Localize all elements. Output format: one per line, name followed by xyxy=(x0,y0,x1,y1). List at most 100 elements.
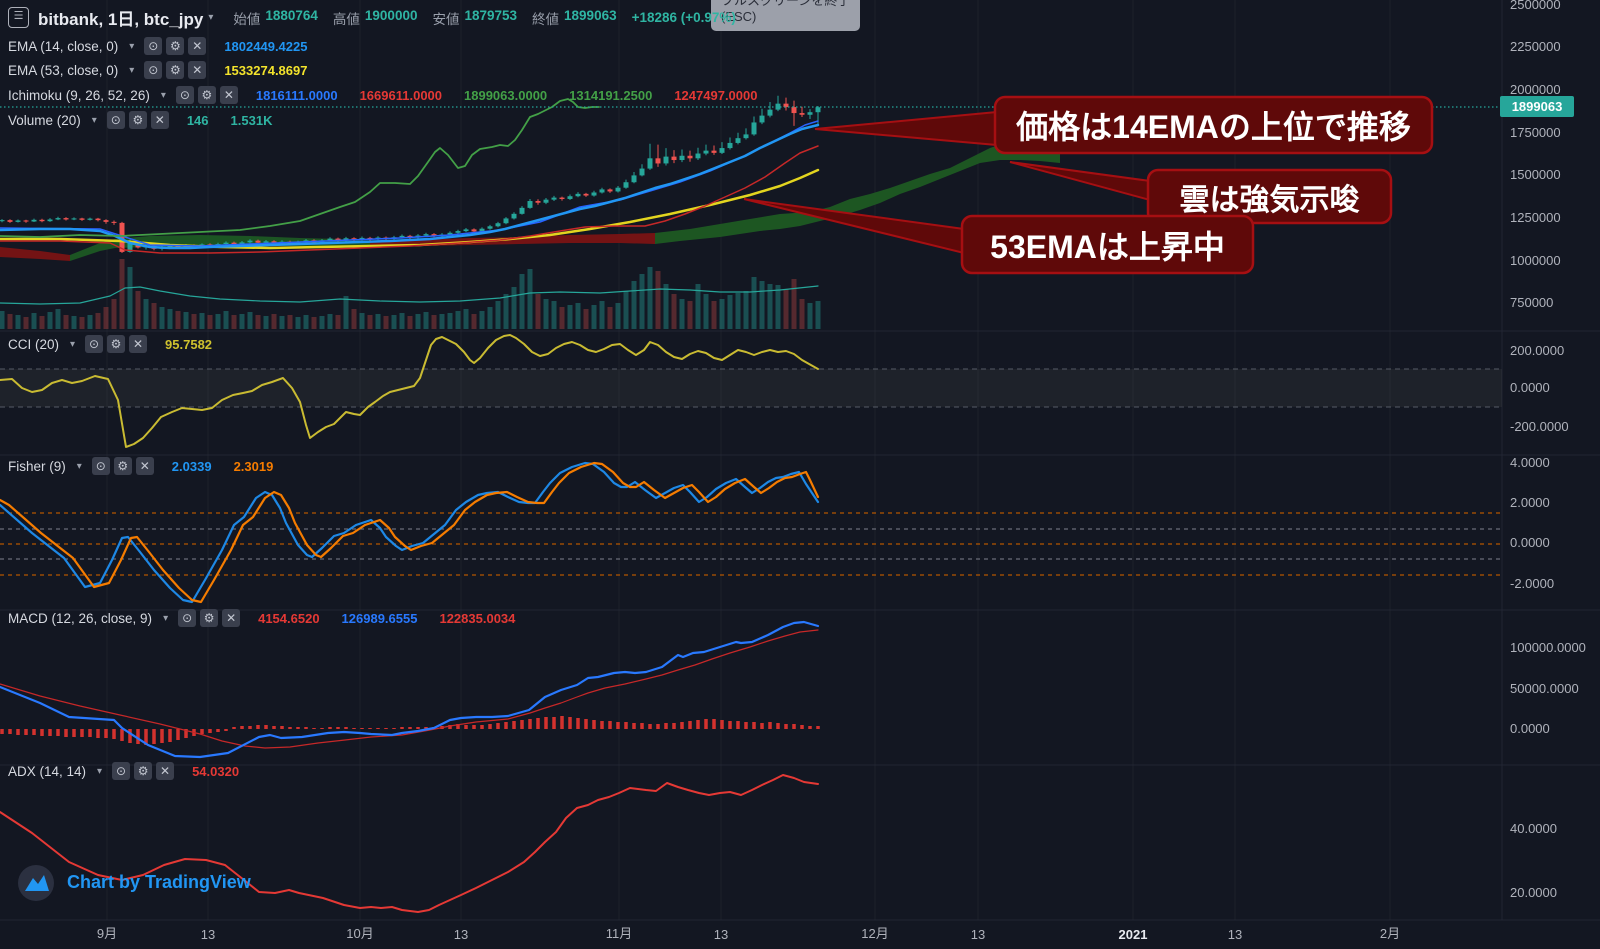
chevron-down-icon[interactable]: ▾ xyxy=(70,338,76,350)
close-icon[interactable]: ✕ xyxy=(156,762,175,780)
fisher-orange-line xyxy=(0,461,820,604)
chevron-down-icon[interactable]: ▾ xyxy=(160,89,166,101)
visibility-icon[interactable]: ⊙ xyxy=(85,335,104,353)
macd-histogram-bar xyxy=(88,729,92,737)
volume-bar xyxy=(807,303,813,329)
legend-adx-title[interactable]: ADX (14, 14) xyxy=(8,763,87,779)
fullscreen-exit-tooltip: フルスクリーンを終了 (ESC) xyxy=(711,0,861,31)
macd-histogram-bar xyxy=(48,729,52,736)
volume-bar xyxy=(423,312,429,329)
settings-icon[interactable]: ⚙ xyxy=(197,86,216,104)
visibility-icon[interactable]: ⊙ xyxy=(144,61,163,79)
volume-bar xyxy=(151,303,157,329)
volume-bar xyxy=(135,291,141,329)
volume-bar xyxy=(623,291,629,329)
price-axis-label: 750000 xyxy=(1510,295,1554,310)
legend-row-ema14: EMA (14, close, 0) ▾ ⊙ ⚙ ✕ 1802449.4225 xyxy=(8,36,307,56)
chevron-down-icon[interactable]: ▾ xyxy=(208,12,214,23)
close-icon[interactable]: ✕ xyxy=(150,111,169,129)
volume-bar xyxy=(39,316,45,329)
macd-histogram-bar xyxy=(64,729,68,737)
legend-fisher-values: 2.0339 2.3019 xyxy=(172,459,274,474)
close-icon[interactable]: ✕ xyxy=(135,457,154,475)
settings-icon[interactable]: ⚙ xyxy=(134,762,153,780)
volume-bar xyxy=(0,311,5,329)
cci-line xyxy=(0,334,819,448)
candle-body xyxy=(0,220,5,222)
legend-macd-title[interactable]: MACD (12, 26, close, 9) xyxy=(8,610,153,626)
volume-bar xyxy=(343,296,349,329)
volume-bar xyxy=(191,314,197,329)
volume-bar xyxy=(463,309,469,329)
legend-fisher-title[interactable]: Fisher (9) xyxy=(8,458,66,474)
settings-icon[interactable]: ⚙ xyxy=(200,609,219,627)
annotation-callout-price[interactable]: 価格は14EMAの上位で推移 xyxy=(1016,109,1411,145)
legend-ichimoku-title[interactable]: Ichimoku (9, 26, 52, 26) xyxy=(8,87,150,103)
visibility-icon[interactable]: ⊙ xyxy=(106,111,125,129)
visibility-icon[interactable]: ⊙ xyxy=(178,609,197,627)
legend-volume-value-1: 1.531K xyxy=(230,112,273,128)
visibility-icon[interactable]: ⊙ xyxy=(175,86,194,104)
volume-bar xyxy=(63,315,69,329)
chevron-down-icon[interactable]: ▾ xyxy=(76,460,82,472)
legend-volume-buttons: ⊙ ⚙ ✕ xyxy=(106,111,169,129)
annotation-callout-ema53[interactable]: 53EMAは上昇中 xyxy=(990,228,1225,265)
candle-body xyxy=(423,234,429,236)
close-icon[interactable]: ✕ xyxy=(222,609,241,627)
chevron-down-icon[interactable]: ▾ xyxy=(97,765,103,777)
settings-icon[interactable]: ⚙ xyxy=(166,61,185,79)
legend-ema14-title[interactable]: EMA (14, close, 0) xyxy=(8,38,119,54)
legend-cci-title[interactable]: CCI (20) xyxy=(8,336,60,352)
volume-bar xyxy=(359,313,365,329)
volume-bar xyxy=(591,305,597,329)
chevron-down-icon[interactable]: ▾ xyxy=(129,64,135,76)
cci-axis-label: 0.0000 xyxy=(1510,380,1550,395)
visibility-icon[interactable]: ⊙ xyxy=(91,457,110,475)
macd-histogram-bar xyxy=(200,729,204,734)
settings-icon[interactable]: ⚙ xyxy=(166,37,185,55)
candle-body xyxy=(751,122,757,135)
time-axis-label: 9月 xyxy=(96,926,118,941)
ohlc-readout: 始値 1880764 高値 1900000 安値 1879753 終値 1899063 … xyxy=(233,8,736,28)
volume-bar xyxy=(711,301,717,329)
settings-icon[interactable]: ⚙ xyxy=(128,111,147,129)
candle-body xyxy=(599,189,605,193)
time-axis-label: 11月 xyxy=(605,926,633,941)
legend-ema53-value-0: 1533274.8697 xyxy=(224,62,308,78)
symbol-title[interactable]: bitbank, 1日, btc_jpy xyxy=(38,10,204,29)
visibility-icon[interactable]: ⊙ xyxy=(144,37,163,55)
candle-body xyxy=(55,218,61,220)
volume-bar xyxy=(55,309,61,329)
visibility-icon[interactable]: ⊙ xyxy=(112,762,131,780)
legend-cci-value-0: 95.7582 xyxy=(165,336,213,352)
settings-icon[interactable]: ⚙ xyxy=(107,335,126,353)
legend-ema14-buttons: ⊙ ⚙ ✕ xyxy=(144,37,207,55)
chevron-down-icon[interactable]: ▾ xyxy=(129,40,135,52)
macd-histogram-bar xyxy=(576,718,580,729)
chevron-down-icon[interactable]: ▾ xyxy=(91,114,97,126)
chevron-down-icon[interactable]: ▾ xyxy=(163,612,169,624)
volume-bar xyxy=(415,314,421,329)
macd-histogram-bar xyxy=(472,725,476,729)
macd-histogram-bar xyxy=(520,720,524,729)
candle-body xyxy=(631,175,637,183)
settings-icon[interactable]: ⚙ xyxy=(113,457,132,475)
macd-histogram-bar xyxy=(80,729,84,737)
close-icon[interactable]: ✕ xyxy=(219,86,238,104)
candle-body xyxy=(583,193,589,196)
legend-volume-title[interactable]: Volume (20) xyxy=(8,112,81,128)
menu-icon[interactable]: ☰ xyxy=(8,7,29,28)
close-icon[interactable]: ✕ xyxy=(188,61,207,79)
volume-bar xyxy=(751,277,757,329)
last-price-tag: 1899063 xyxy=(1500,96,1574,117)
close-icon[interactable]: ✕ xyxy=(129,335,148,353)
annotation-callout-cloud[interactable]: 雲は強気示唆 xyxy=(1179,183,1360,217)
price-axis-label: 1000000 xyxy=(1510,253,1561,268)
close-icon[interactable]: ✕ xyxy=(188,37,207,55)
legend-ema53-title[interactable]: EMA (53, close, 0) xyxy=(8,62,119,78)
macd-histogram-bar xyxy=(528,719,532,729)
tradingview-attribution[interactable]: Chart by TradingView xyxy=(67,872,251,892)
macd-histogram-bar xyxy=(456,724,460,729)
macd-histogram-bar xyxy=(344,727,348,729)
